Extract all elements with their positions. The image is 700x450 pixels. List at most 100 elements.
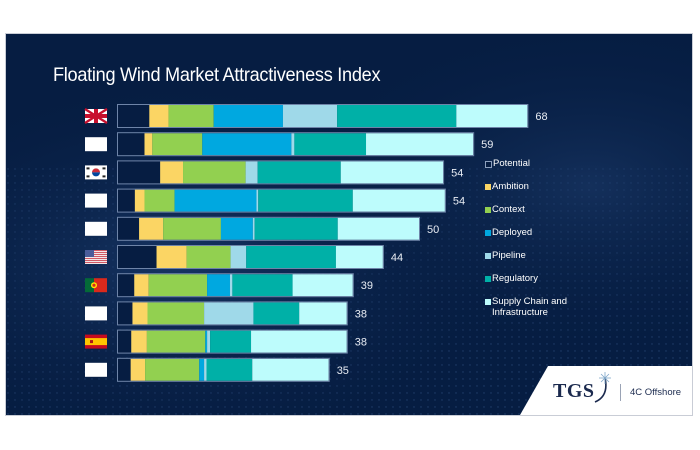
value-label: 39 bbox=[361, 280, 373, 292]
bar-row bbox=[117, 301, 348, 326]
bar-segment-pipeline bbox=[245, 161, 258, 184]
bar-segment-ambition bbox=[156, 246, 187, 268]
legend-item: Ambition bbox=[485, 181, 583, 192]
bar-segment-pipeline bbox=[291, 133, 295, 156]
bar-segment-context bbox=[163, 217, 221, 240]
legend-swatch-icon bbox=[485, 183, 491, 190]
legend-swatch-icon bbox=[485, 160, 492, 168]
bar-row bbox=[117, 188, 446, 213]
bar-segment-potential bbox=[118, 105, 150, 127]
spain-flag-icon bbox=[85, 334, 107, 349]
bar-segment-deployed bbox=[213, 105, 283, 127]
bar-row bbox=[117, 329, 348, 354]
bar-segment-supply-chain-and-infrastructure bbox=[366, 133, 474, 156]
bar-outline bbox=[117, 301, 348, 326]
blank-flag-icon bbox=[85, 137, 107, 152]
bar-row bbox=[117, 216, 420, 241]
blank-flag-icon bbox=[85, 221, 107, 236]
bar-segment-regulatory bbox=[232, 274, 293, 297]
chart-title: Floating Wind Market Attractiveness Inde… bbox=[53, 64, 381, 86]
legend-label: Ambition bbox=[492, 181, 529, 192]
bar-segment-potential bbox=[118, 161, 161, 184]
south-korea-flag-icon bbox=[85, 165, 107, 180]
bar-segment-supply-chain-and-infrastructure bbox=[251, 330, 347, 353]
bar-segment-regulatory bbox=[258, 189, 353, 212]
legend-swatch-icon bbox=[485, 206, 491, 213]
blank-flag-icon bbox=[85, 306, 107, 321]
blank-flag-icon bbox=[85, 193, 107, 208]
bar-segment-ambition bbox=[132, 302, 148, 325]
legend-item: Deployed bbox=[485, 227, 583, 238]
bar-segment-pipeline bbox=[229, 274, 233, 297]
bar-segment-pipeline bbox=[207, 330, 211, 353]
bar-segment-ambition bbox=[144, 133, 153, 156]
bar-segment-potential bbox=[118, 133, 145, 156]
bar-segment-pipeline bbox=[252, 217, 255, 240]
bar-segment-potential bbox=[118, 302, 133, 325]
bar-segment-potential bbox=[118, 274, 135, 297]
bar-segment-context bbox=[145, 358, 200, 381]
value-label: 38 bbox=[355, 337, 367, 349]
bar-segment-deployed bbox=[220, 217, 253, 240]
bar-segment-ambition bbox=[130, 358, 146, 381]
bar-segment-deployed bbox=[207, 274, 230, 297]
bar-outline bbox=[117, 357, 330, 382]
portugal-flag-icon bbox=[85, 278, 107, 293]
bar-segment-regulatory bbox=[206, 358, 253, 381]
value-label: 44 bbox=[391, 252, 403, 264]
bar-segment-supply-chain-and-infrastructure bbox=[352, 189, 445, 212]
value-label: 50 bbox=[427, 224, 439, 236]
bar-row bbox=[117, 273, 354, 298]
bar-segment-potential bbox=[118, 189, 135, 212]
bar-segment-ambition bbox=[134, 274, 149, 297]
bar-segment-context bbox=[148, 274, 208, 297]
bar-segment-context bbox=[146, 330, 206, 353]
legend-swatch-icon bbox=[485, 229, 491, 236]
legend-item: Regulatory bbox=[485, 273, 583, 284]
bar-segment-potential bbox=[118, 217, 140, 240]
bar-row bbox=[117, 245, 384, 269]
bar-segment-supply-chain-and-infrastructure bbox=[335, 246, 383, 268]
bar-segment-context bbox=[147, 302, 205, 325]
value-label: 38 bbox=[355, 308, 367, 320]
legend-label: Regulatory bbox=[492, 273, 538, 284]
bar-segment-regulatory bbox=[210, 330, 252, 353]
bar-segment-pipeline bbox=[256, 189, 259, 212]
bar-row bbox=[117, 160, 445, 185]
bar-segment-supply-chain-and-infrastructure bbox=[292, 274, 353, 297]
bar-segment-regulatory bbox=[337, 105, 457, 127]
legend-swatch-icon bbox=[485, 252, 491, 259]
legend-swatch-icon bbox=[485, 275, 491, 282]
chart-legend: Potential Ambition Context Deployed Pipeline… bbox=[485, 158, 583, 330]
value-label: 35 bbox=[337, 365, 349, 377]
bar-segment-context bbox=[186, 246, 231, 268]
bar-outline bbox=[117, 104, 529, 128]
value-label: 54 bbox=[453, 196, 465, 208]
bar-segment-supply-chain-and-infrastructure bbox=[299, 302, 347, 325]
legend-label: Potential bbox=[493, 158, 530, 169]
bar-segment-context bbox=[168, 105, 214, 127]
legend-swatch-icon bbox=[485, 298, 491, 305]
value-label: 68 bbox=[535, 111, 547, 123]
bar-segment-deployed bbox=[174, 189, 257, 212]
legend-item: Pipeline bbox=[485, 250, 583, 261]
bar-segment-supply-chain-and-infrastructure bbox=[252, 358, 329, 381]
usa-flag-icon bbox=[85, 250, 107, 264]
legend-label: Deployed bbox=[492, 227, 533, 238]
bar-segment-context bbox=[152, 133, 203, 156]
bar-outline bbox=[117, 273, 354, 298]
bar-segment-deployed bbox=[202, 133, 292, 156]
bar-segment-supply-chain-and-infrastructure bbox=[340, 161, 444, 184]
bar-segment-pipeline bbox=[230, 246, 247, 268]
bar-segment-pipeline bbox=[204, 302, 254, 325]
blank-flag-icon bbox=[85, 362, 107, 377]
legend-label: Supply Chain and Infrastructure bbox=[492, 296, 567, 318]
bar-segment-pipeline bbox=[204, 358, 207, 381]
bar-outline bbox=[117, 216, 420, 241]
bar-segment-regulatory bbox=[253, 302, 300, 325]
legend-item: Supply Chain and Infrastructure bbox=[485, 296, 583, 318]
uk-flag-icon bbox=[84, 107, 108, 125]
legend-item: Potential bbox=[485, 158, 583, 169]
bar-segment-supply-chain-and-infrastructure bbox=[337, 217, 419, 240]
